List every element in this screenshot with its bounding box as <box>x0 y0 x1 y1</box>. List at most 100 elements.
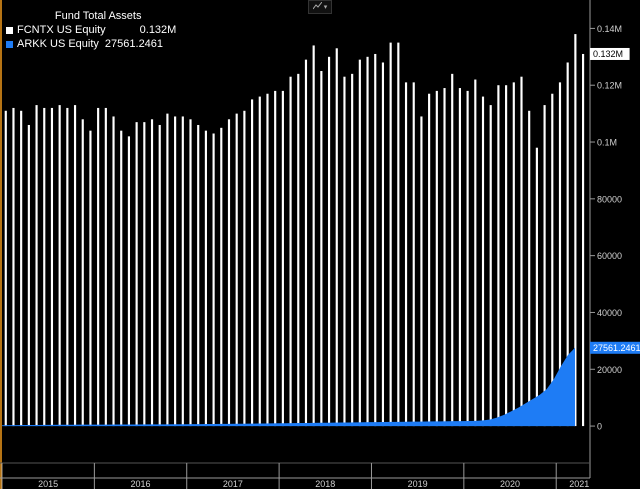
bar-fcntx <box>374 53 377 427</box>
bar-fcntx <box>97 107 100 427</box>
legend-label-fcntx: FCNTX US Equity <box>17 24 106 36</box>
bar-fcntx <box>197 124 200 427</box>
bar-fcntx <box>404 82 408 427</box>
bar-fcntx <box>227 119 231 427</box>
bar-fcntx <box>251 99 254 427</box>
y-tick-label: 0.14M <box>597 24 622 34</box>
bar-fcntx <box>12 107 15 427</box>
bar-fcntx <box>327 56 331 427</box>
bar-fcntx <box>297 73 300 427</box>
y-tick-label: 0.1M <box>597 138 617 148</box>
bar-fcntx <box>181 116 184 427</box>
bar-fcntx <box>320 71 323 427</box>
bar-fcntx <box>312 45 315 427</box>
bar-fcntx <box>366 56 369 427</box>
y-tick-label: 40000 <box>597 308 622 318</box>
bar-fcntx <box>412 82 415 427</box>
bar-fcntx <box>466 90 469 427</box>
bar-fcntx <box>58 105 61 427</box>
bar-fcntx <box>274 90 277 427</box>
bar-fcntx <box>528 110 531 427</box>
bar-fcntx <box>497 85 500 427</box>
bar-fcntx <box>89 130 92 427</box>
bar-fcntx <box>474 79 477 427</box>
bar-fcntx <box>535 147 538 427</box>
bar-fcntx <box>289 76 292 427</box>
x-tick-label: 2017 <box>223 479 243 489</box>
x-tick-label: 2021 <box>569 479 589 489</box>
legend-title: Fund Total Assets <box>54 10 142 22</box>
x-tick-label: 2015 <box>38 479 58 489</box>
bar-fcntx <box>158 124 161 427</box>
bar-fcntx <box>381 62 385 427</box>
bar-fcntx <box>428 93 431 427</box>
chart-type-button[interactable]: ▾ <box>308 0 332 14</box>
bar-fcntx <box>397 42 400 427</box>
bar-fcntx <box>558 82 562 427</box>
bar-fcntx <box>43 107 46 427</box>
bar-fcntx <box>258 96 261 427</box>
bar-fcntx <box>189 119 192 427</box>
legend-value-arkk: 27561.2461 <box>104 38 164 50</box>
bar-fcntx <box>81 119 84 427</box>
x-tick-label: 2018 <box>315 479 335 489</box>
y-tick-label: 0.12M <box>597 81 622 91</box>
bar-fcntx <box>389 42 392 427</box>
last-value-tag-arkk: 27561.2461 <box>593 343 640 353</box>
bar-fcntx <box>27 124 30 427</box>
bar-fcntx <box>174 116 177 427</box>
bar-fcntx <box>520 76 523 427</box>
y-tick-label: 20000 <box>597 365 622 375</box>
bar-fcntx <box>304 59 308 427</box>
x-tick-label: 2019 <box>408 479 428 489</box>
y-tick-label: 0 <box>597 422 602 432</box>
bar-fcntx <box>435 90 438 427</box>
bar-fcntx <box>543 105 546 427</box>
bar-fcntx <box>66 107 69 427</box>
legend-item-fcntx[interactable]: FCNTX US Equity 0.132M <box>6 23 176 37</box>
bar-fcntx <box>243 110 246 427</box>
y-tick-label: 80000 <box>597 194 622 204</box>
area-arkk <box>2 347 575 427</box>
bar-fcntx <box>20 110 23 427</box>
last-value-tag-fcntx-bg <box>590 47 630 60</box>
bar-fcntx <box>143 122 146 427</box>
bar-fcntx <box>166 113 169 427</box>
x-tick-label: 2020 <box>500 479 520 489</box>
bar-fcntx <box>50 107 54 427</box>
line-chart-icon <box>312 1 323 12</box>
bar-fcntx <box>104 107 107 427</box>
bar-fcntx <box>481 96 485 427</box>
bar-fcntx <box>420 116 423 427</box>
bar-fcntx <box>551 93 554 427</box>
legend-item-arkk[interactable]: ARKK US Equity 27561.2461 <box>6 37 176 51</box>
legend-swatch-fcntx <box>6 26 13 34</box>
bar-fcntx <box>220 127 223 427</box>
legend-swatch-arkk <box>6 40 13 48</box>
y-tick-label: 60000 <box>597 251 622 261</box>
bar-fcntx <box>127 136 131 427</box>
chevron-down-icon: ▾ <box>323 4 328 11</box>
bar-fcntx <box>266 93 269 427</box>
bar-fcntx <box>351 73 354 427</box>
bar-fcntx <box>451 73 454 427</box>
bar-fcntx <box>212 133 215 427</box>
legend-label-arkk: ARKK US Equity <box>17 38 99 50</box>
chart-legend: Fund Total Assets FCNTX US Equity 0.132M… <box>6 9 176 51</box>
bar-fcntx <box>135 122 138 427</box>
last-value-tag-arkk-bg <box>590 341 640 354</box>
bar-fcntx <box>458 88 461 427</box>
bar-fcntx <box>235 113 238 427</box>
bar-fcntx <box>489 105 492 427</box>
last-value-tag-fcntx: 0.132M <box>593 49 623 59</box>
bar-fcntx <box>443 88 446 427</box>
bar-fcntx <box>35 105 38 427</box>
bar-fcntx <box>505 85 508 427</box>
bar-fcntx <box>358 59 361 427</box>
bar-fcntx <box>281 90 284 427</box>
bar-fcntx <box>73 105 77 427</box>
bar-fcntx <box>566 62 569 427</box>
bar-fcntx <box>112 116 115 427</box>
